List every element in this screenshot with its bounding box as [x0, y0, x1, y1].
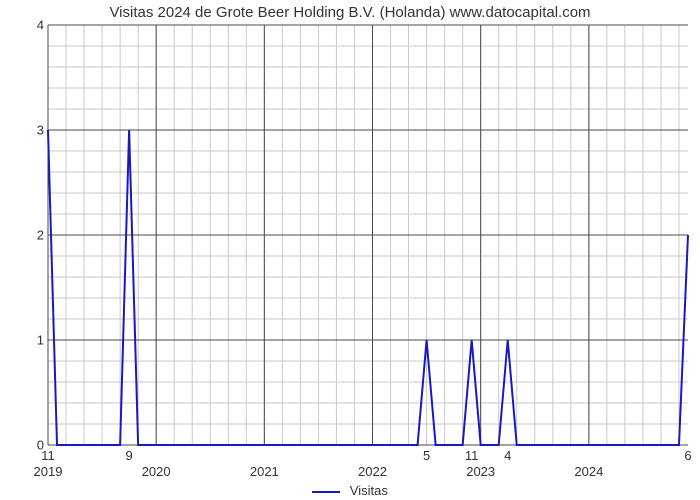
- x-year-label: 2021: [250, 464, 279, 479]
- x-year-label: 2022: [358, 464, 387, 479]
- y-tick-label: 1: [37, 333, 44, 348]
- x-tick-label: 5: [423, 448, 430, 463]
- x-tick-label: 11: [465, 448, 479, 463]
- x-tick-label: 4: [504, 448, 511, 463]
- y-tick-label: 3: [37, 123, 44, 138]
- x-tick-label: 6: [684, 448, 691, 463]
- x-tick-label: 9: [126, 448, 133, 463]
- x-year-label: 2024: [574, 464, 603, 479]
- x-year-label: 2023: [466, 464, 495, 479]
- y-tick-label: 2: [37, 228, 44, 243]
- visits-chart: Visitas 2024 de Grote Beer Holding B.V. …: [0, 0, 700, 500]
- x-year-label: 2019: [34, 464, 63, 479]
- chart-plot-svg: [0, 0, 700, 500]
- legend-label: Visitas: [350, 483, 388, 498]
- chart-legend: Visitas: [0, 483, 700, 498]
- y-tick-label: 4: [37, 18, 44, 33]
- x-tick-label: 11: [41, 448, 55, 463]
- legend-line-icon: [312, 491, 340, 493]
- x-year-label: 2020: [142, 464, 171, 479]
